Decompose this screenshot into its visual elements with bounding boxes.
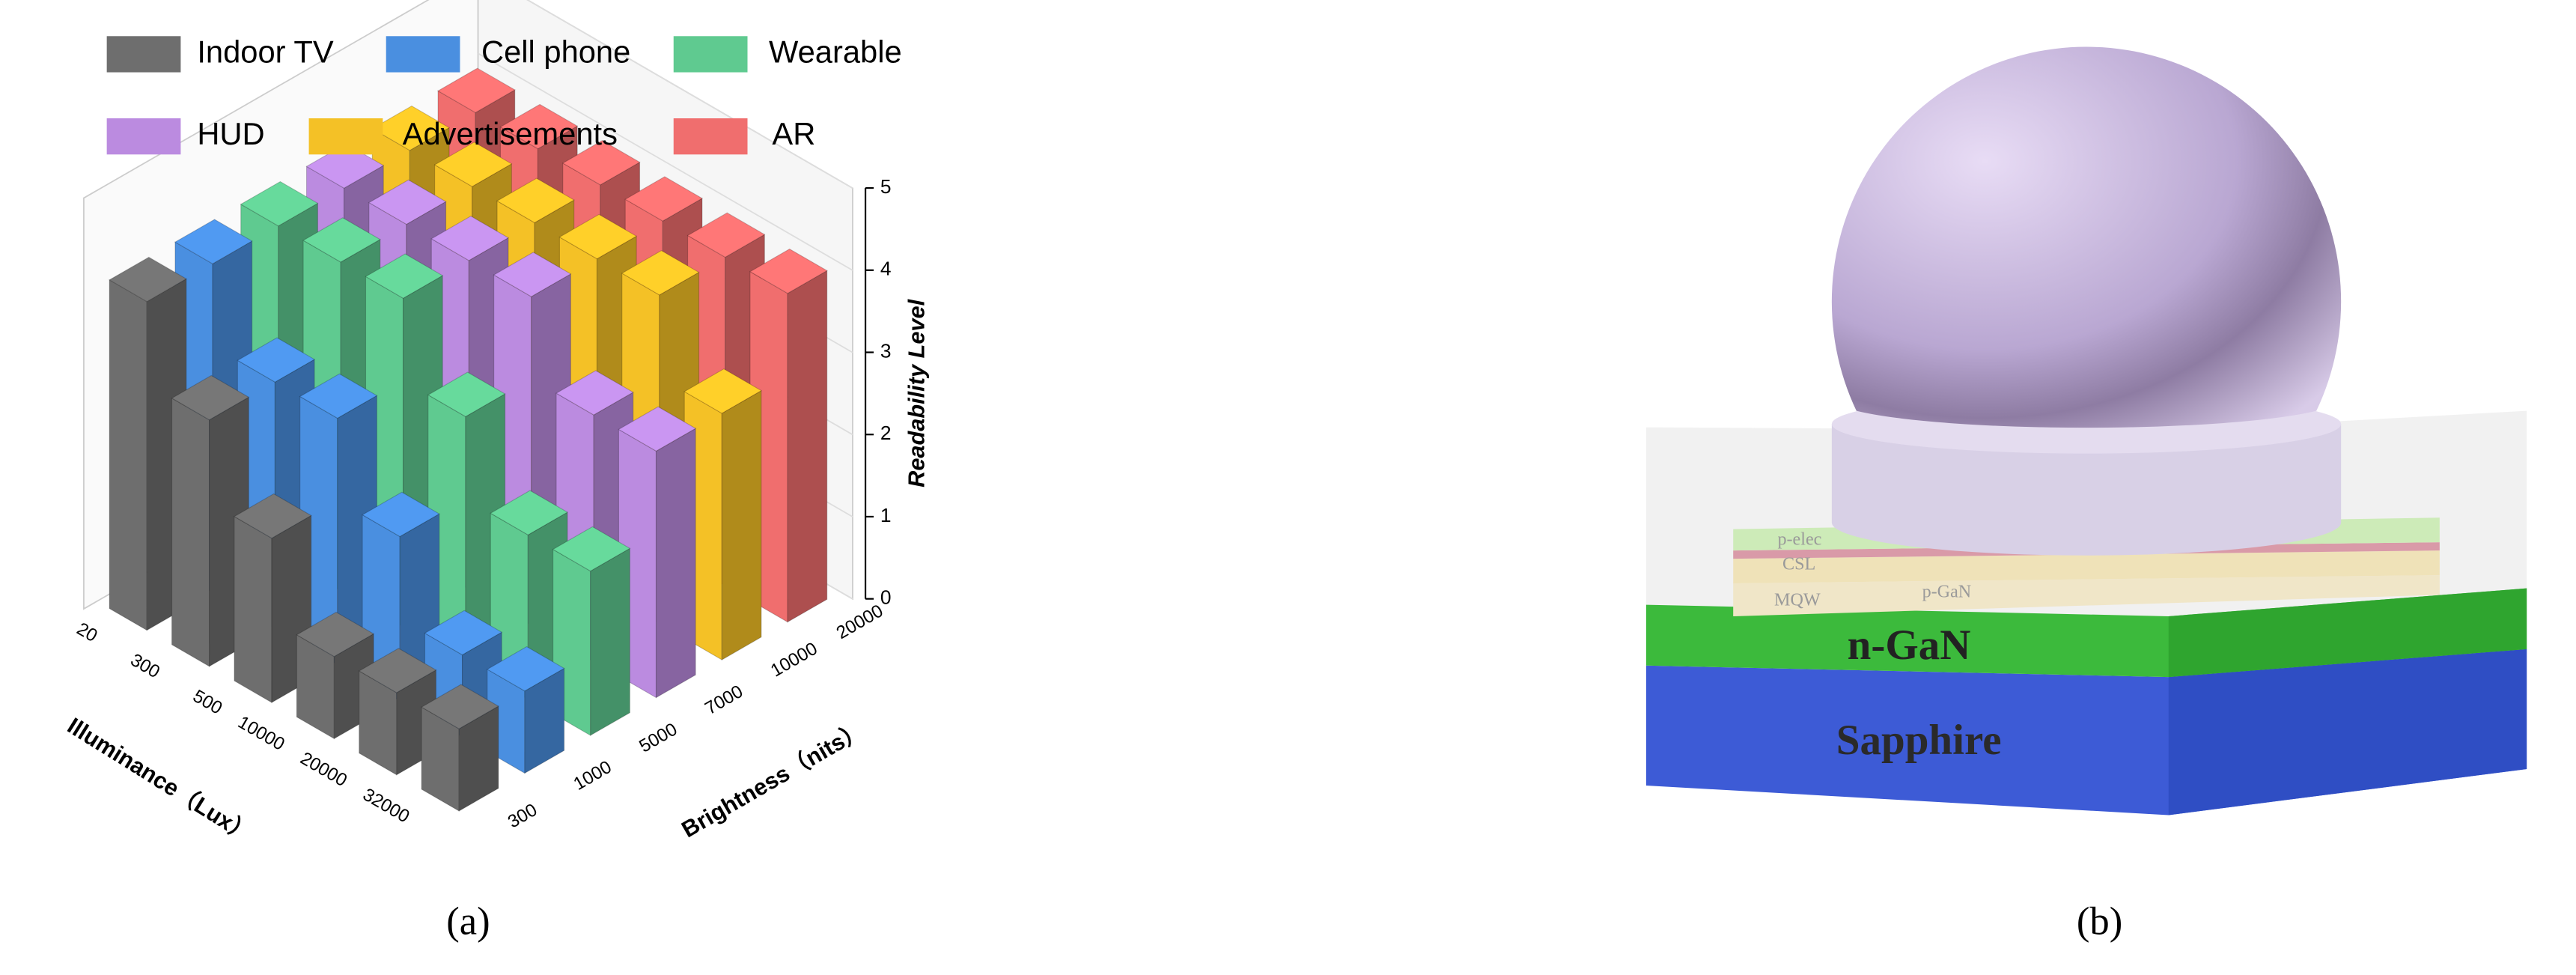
bar-top: [555, 370, 634, 416]
bar-top: [499, 103, 579, 150]
z-tick-label: 0: [880, 586, 892, 609]
bar-side: [787, 270, 828, 623]
layer-label: p-elec: [1777, 529, 1821, 550]
depth-axis-label: Brightness（nits）: [677, 717, 869, 843]
bar-top: [358, 648, 437, 693]
legend-swatch: [673, 118, 748, 155]
grid-line: [478, 52, 853, 271]
sphere: [1831, 46, 2342, 428]
bar-top: [624, 176, 704, 222]
z-axis-label: Readability Level: [903, 298, 929, 487]
bar: [421, 684, 499, 812]
legend-swatch: [386, 36, 460, 73]
diagram-b: p-elec CSL MQW p-GaN n-GaN Sapphire (b): [1645, 46, 2527, 944]
bar-top: [683, 368, 763, 414]
legend-swatch: [308, 118, 383, 155]
bar-top: [493, 252, 572, 297]
bar-face: [109, 279, 147, 631]
bar-side: [590, 547, 630, 736]
bar-top: [371, 105, 451, 151]
bar-face: [171, 397, 210, 667]
bar-top: [427, 371, 506, 417]
bar-top: [302, 217, 381, 263]
x-tick-label: 20000: [297, 748, 351, 791]
bar-top: [368, 179, 447, 225]
legend-label: AR: [772, 116, 815, 151]
bar-top: [365, 253, 444, 299]
bar-top: [240, 180, 319, 227]
x-axis-label: Illuminance（Lux）: [63, 712, 258, 848]
depth-tick-label: 10000: [767, 639, 821, 681]
bar-top: [433, 142, 513, 187]
bar-top: [174, 219, 253, 264]
layer-label: p-GaN: [1922, 582, 1972, 602]
bar-side: [655, 428, 696, 699]
bar-top: [430, 215, 510, 261]
legend-label: HUD: [197, 116, 264, 151]
x-tick-label: 32000: [359, 785, 413, 827]
z-tick-label: 3: [880, 339, 892, 362]
sapphire-side: [2168, 649, 2527, 815]
x-tick-label: 10000: [234, 712, 288, 755]
bar-top: [233, 493, 312, 539]
depth-tick-label: 1000: [570, 757, 615, 795]
legend-swatch: [106, 118, 181, 155]
bar-face: [234, 515, 272, 704]
p-gan-layer: [1733, 550, 2440, 584]
depth-tick-label: 300: [505, 800, 541, 833]
caption: (a): [446, 900, 490, 944]
bar-top: [621, 250, 700, 296]
depth-tick-label: 20000: [833, 601, 887, 643]
legend-swatch: [673, 36, 748, 73]
legend-label: Advertisements: [403, 116, 618, 151]
cylinder: [1831, 424, 2342, 556]
bar-side: [721, 389, 762, 661]
bar-top: [424, 610, 503, 656]
legend-swatch: [106, 36, 181, 73]
bar-top: [552, 526, 631, 572]
caption: (b): [2077, 900, 2122, 944]
bar-top: [421, 684, 499, 729]
z-tick-label: 5: [880, 175, 892, 198]
bar-top: [296, 611, 375, 657]
bar-top: [561, 139, 641, 186]
z-tick-label: 2: [880, 422, 892, 444]
bar-top: [496, 177, 575, 223]
bar: [486, 646, 565, 774]
layer-label: Sapphire: [1836, 717, 2002, 764]
z-tick-label: 1: [880, 504, 892, 526]
legend-label: Wearable: [769, 34, 902, 69]
layer-label: n-GaN: [1848, 622, 1971, 669]
depth-tick-label: 7000: [701, 681, 746, 719]
bar-top: [109, 256, 187, 303]
mqw-layer: [1733, 575, 2440, 616]
z-tick-label: 4: [880, 258, 892, 280]
bar-top: [749, 248, 828, 294]
layer-label: MQW: [1774, 590, 1821, 610]
bar-top: [436, 67, 516, 113]
legend-label: Cell phone: [481, 34, 630, 69]
x-tick-label: 300: [127, 650, 163, 683]
grid-line: [526, 0, 853, 189]
bar-top: [362, 491, 440, 538]
bar-top: [686, 212, 766, 258]
depth-tick-label: 5000: [636, 719, 680, 756]
x-tick-label: 20: [73, 619, 101, 646]
bar-top: [299, 373, 378, 419]
bar-top: [486, 646, 565, 692]
n-gan-side: [2168, 588, 2527, 678]
bar-top: [171, 374, 250, 421]
bar-top: [618, 406, 697, 452]
layer-label: CSL: [1782, 553, 1815, 574]
bar-top: [490, 490, 569, 535]
legend-label: Indoor TV: [197, 34, 333, 69]
x-tick-label: 500: [189, 686, 225, 719]
bar-top: [558, 213, 638, 260]
bar-top: [237, 337, 316, 383]
